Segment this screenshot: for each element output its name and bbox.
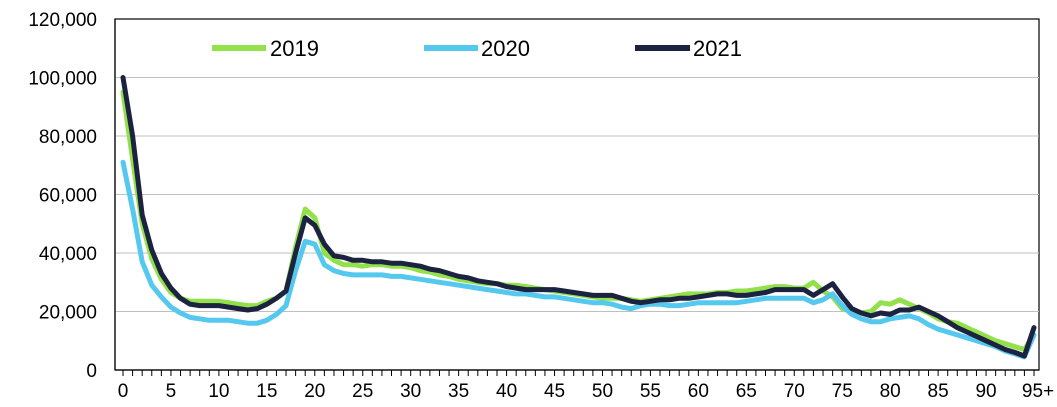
x-tick-label: 5: [166, 381, 177, 402]
legend-label-2020: 2020: [481, 36, 530, 61]
y-tick-label: 40,000: [39, 244, 97, 265]
x-tick-label: 80: [880, 381, 901, 402]
x-tick-label: 75: [832, 381, 853, 402]
y-tick-label: 0: [86, 361, 97, 382]
x-tick-label: 20: [304, 381, 325, 402]
x-tick-label: 35: [448, 381, 469, 402]
x-axis: 0 5 10 15 20 25 30 35 40 45 50 55 60 65 70 75 80 85 90 95+: [115, 369, 1054, 402]
y-axis: 0 20,000 40,000 60,000 80,000 100,000 120,000: [28, 10, 116, 382]
x-tick-label: 95+: [1022, 381, 1054, 402]
x-tick-label: 25: [352, 381, 373, 402]
y-tick-label: 20,000: [39, 303, 97, 324]
x-tick-label: 50: [592, 381, 613, 402]
legend-label-2019: 2019: [270, 36, 319, 61]
legend: 2019 2020 2021: [212, 36, 742, 61]
x-tick-label: 30: [400, 381, 421, 402]
x-tick-label: 45: [544, 381, 565, 402]
x-tick-label: 40: [496, 381, 517, 402]
series-line-2021: [120, 75, 1037, 359]
y-tick-label: 100,000: [28, 69, 97, 90]
x-tick-label: 60: [688, 381, 709, 402]
x-tick-label: 90: [975, 381, 996, 402]
x-tick-label: 0: [118, 381, 129, 402]
x-tick-label: 85: [928, 381, 949, 402]
x-tick-label: 65: [736, 381, 757, 402]
series-layer: [120, 75, 1037, 360]
y-tick-label: 120,000: [28, 10, 97, 31]
x-tick-label: 10: [208, 381, 229, 402]
y-tick-label: 60,000: [39, 186, 97, 207]
x-tick-label: 55: [640, 381, 661, 402]
y-tick-label: 80,000: [39, 127, 97, 148]
x-tick-label: 70: [784, 381, 805, 402]
series-line-2020: [120, 159, 1037, 360]
legend-label-2021: 2021: [693, 36, 742, 61]
x-tick-label: 15: [256, 381, 277, 402]
